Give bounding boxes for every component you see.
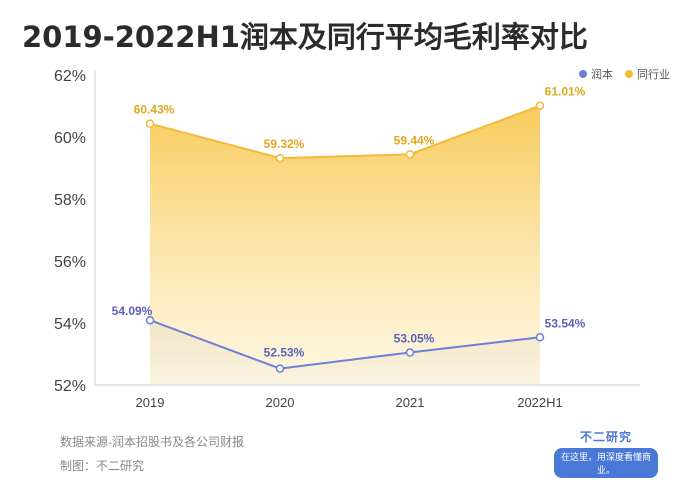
x-axis: 2019 2020 2021 2022H1 bbox=[95, 384, 640, 410]
data-label-runben: 53.05% bbox=[394, 331, 435, 345]
data-label-peers: 60.43% bbox=[134, 103, 175, 117]
chart-area: 52% 54% 56% 58% 60% 62% 54.09% 52.53% 53.05% 53.… bbox=[54, 68, 640, 410]
point-runben bbox=[535, 333, 545, 342]
brand-block: 不二研究 在这里，用深度看懂商业。 bbox=[554, 428, 658, 478]
footer-maker: 制图：不二研究 bbox=[60, 459, 145, 473]
y-tick-label: 58% bbox=[54, 192, 86, 209]
brand-slogan: 在这里，用深度看懂商业。 bbox=[554, 448, 658, 478]
series-lines bbox=[149, 104, 541, 370]
y-axis: 52% 54% 56% 58% 60% 62% bbox=[54, 68, 96, 395]
data-labels: 54.09% 52.53% 53.05% 53.54% 60.43% 59.32% 59.4… bbox=[112, 85, 586, 360]
data-label-peers: 61.01% bbox=[545, 85, 586, 99]
data-label-runben: 52.53% bbox=[264, 346, 305, 360]
x-tick-label: 2022H1 bbox=[517, 395, 563, 410]
point-runben bbox=[405, 348, 415, 357]
y-tick-label: 56% bbox=[54, 254, 86, 271]
y-tick-label: 52% bbox=[54, 378, 86, 395]
legend-dot-runben bbox=[579, 70, 587, 78]
x-tick-label: 2019 bbox=[136, 395, 165, 410]
legend-dot-peers bbox=[625, 70, 633, 78]
series-areas bbox=[150, 105, 540, 385]
x-tick-label: 2020 bbox=[266, 395, 295, 410]
area-peers bbox=[150, 105, 540, 385]
x-tick-label: 2021 bbox=[396, 395, 425, 410]
footer-source: 数据来源-润本招股书及各公司财报 bbox=[60, 435, 244, 449]
y-tick-label: 62% bbox=[54, 68, 86, 85]
legend-item-peers: 同行业 bbox=[625, 66, 670, 82]
legend-item-runben: 润本 bbox=[579, 66, 613, 82]
point-peers bbox=[145, 119, 155, 128]
data-label-peers: 59.32% bbox=[264, 137, 305, 151]
point-runben bbox=[145, 315, 155, 325]
y-tick-label: 54% bbox=[54, 316, 86, 333]
point-peers bbox=[275, 153, 285, 163]
series-points bbox=[145, 101, 545, 373]
data-label-runben: 54.09% bbox=[112, 304, 153, 318]
legend-label-peers: 同行业 bbox=[637, 69, 670, 81]
chart-title: 2019-2022H1润本及同行平均毛利率对比 bbox=[22, 20, 588, 54]
legend-label-runben: 润本 bbox=[591, 69, 613, 81]
legend: 润本 同行业 bbox=[579, 66, 670, 82]
data-label-peers: 59.44% bbox=[394, 133, 435, 147]
y-tick-label: 60% bbox=[54, 130, 86, 147]
data-label-runben: 53.54% bbox=[545, 316, 586, 330]
line-peers bbox=[149, 104, 541, 160]
brand-name: 不二研究 bbox=[579, 430, 632, 444]
point-runben bbox=[275, 364, 285, 373]
line-runben bbox=[149, 319, 541, 370]
point-peers bbox=[405, 150, 415, 159]
point-peers bbox=[535, 101, 545, 110]
